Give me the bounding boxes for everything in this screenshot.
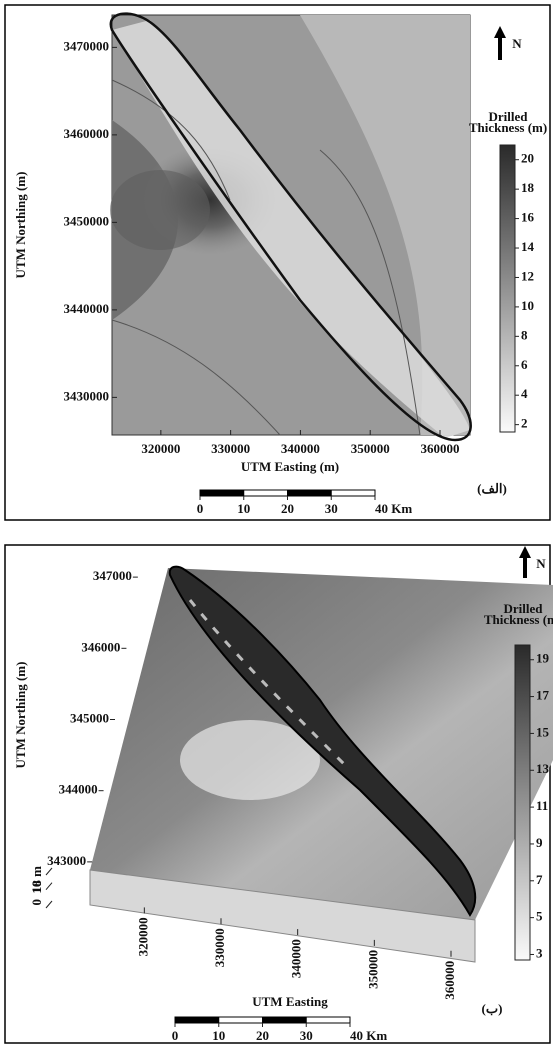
scale-segment	[263, 1017, 307, 1023]
colorbar-tick-label: 14	[521, 239, 535, 254]
colorbar-tick-label: 12	[521, 268, 534, 283]
colorbar-tick-label: 10	[521, 298, 534, 313]
x-axis-label: UTM Easting (m)	[241, 459, 339, 474]
colorbar-tick-label: 3	[536, 945, 543, 960]
scale-segment	[244, 490, 288, 496]
x-tick-label: 340000	[281, 441, 320, 456]
scale-segment	[306, 1017, 350, 1023]
north-label: N	[512, 36, 522, 51]
y-axis-label: UTM Northing (m)	[13, 662, 28, 769]
y-tick-label: 3450000	[64, 213, 110, 228]
scale-segment	[175, 1017, 219, 1023]
x-tick-label: 350000	[351, 441, 390, 456]
colorbar-tick-label: 13	[536, 761, 550, 776]
scale-label: 0	[172, 1028, 179, 1043]
scale-segment	[219, 1017, 263, 1023]
x-tick-label: 350000	[365, 950, 380, 989]
surface-field	[90, 546, 553, 962]
panel-label: (ب)	[482, 1001, 503, 1016]
x-tick-label: 330000	[211, 441, 250, 456]
y-axis-label: UTM Northing (m)	[13, 172, 28, 279]
scale-segment	[331, 490, 375, 496]
x-tick-label: 320000	[135, 917, 150, 956]
colorbar-tick-label: 15	[536, 724, 550, 739]
y-tick-label: 347000	[93, 568, 132, 583]
z-tick	[46, 901, 52, 908]
x-tick-label: 330000	[212, 928, 227, 967]
z-tick-label: 0	[29, 899, 44, 906]
colorbar-tick-label: 2	[521, 416, 528, 431]
y-tick-label: 3430000	[64, 388, 110, 403]
scale-label: 0	[197, 501, 204, 516]
colorbar-title: Thickness (m)	[469, 120, 547, 135]
colorbar	[515, 645, 530, 960]
y-tick-label: 345000	[70, 710, 109, 725]
panel-label: (الف)	[477, 481, 507, 496]
colorbar-tick-label: 11	[536, 798, 548, 813]
scale-label: 30	[300, 1028, 313, 1043]
y-tick-label: 3470000	[64, 38, 110, 53]
scale-label: 10	[212, 1028, 225, 1043]
y-tick-label: 343000	[47, 853, 86, 868]
x-tick-label: 340000	[289, 939, 304, 978]
x-tick-label: 320000	[141, 441, 180, 456]
colorbar-tick-label: 19	[536, 651, 550, 666]
colorbar-tick-label: 6	[521, 357, 528, 372]
scale-label: 30	[325, 501, 338, 516]
colorbar	[500, 145, 515, 432]
x-axis-label: UTM Easting	[252, 994, 328, 1009]
contour-field	[110, 14, 506, 440]
y-tick-label: 344000	[59, 782, 98, 797]
scale-label: 20	[256, 1028, 269, 1043]
y-tick-label: 3440000	[64, 301, 110, 316]
x-tick-label: 360000	[442, 961, 457, 1000]
x-tick-label: 360000	[420, 441, 459, 456]
scale-label: 40 Km	[350, 1028, 387, 1043]
z-tick	[46, 883, 52, 890]
scale-segment	[288, 490, 332, 496]
colorbar-tick-label: 20	[521, 151, 534, 166]
colorbar-tick-label: 8	[521, 327, 528, 342]
colorbar-tick-label: 16	[521, 210, 535, 225]
figure: 3200003300003400003500003600003430000344…	[0, 0, 553, 1048]
scale-label: 10	[237, 501, 250, 516]
colorbar-tick-label: 5	[536, 909, 543, 924]
scale-label: 20	[281, 501, 294, 516]
colorbar-tick-label: 4	[521, 386, 528, 401]
y-tick-label: 346000	[81, 639, 120, 654]
colorbar-tick-label: 9	[536, 835, 543, 850]
colorbar-tick-label: 17	[536, 688, 550, 703]
y-tick-label: 3460000	[64, 126, 110, 141]
colorbar-tick-label: 7	[536, 872, 543, 887]
colorbar-tick-label: 18	[521, 180, 535, 195]
north-label: N	[536, 556, 546, 571]
colorbar-title: Thickness (m)	[484, 612, 553, 627]
z-tick-label: 18 m	[29, 866, 44, 893]
z-tick	[46, 868, 52, 875]
scale-label: 40 Km	[375, 501, 412, 516]
scale-segment	[200, 490, 244, 496]
